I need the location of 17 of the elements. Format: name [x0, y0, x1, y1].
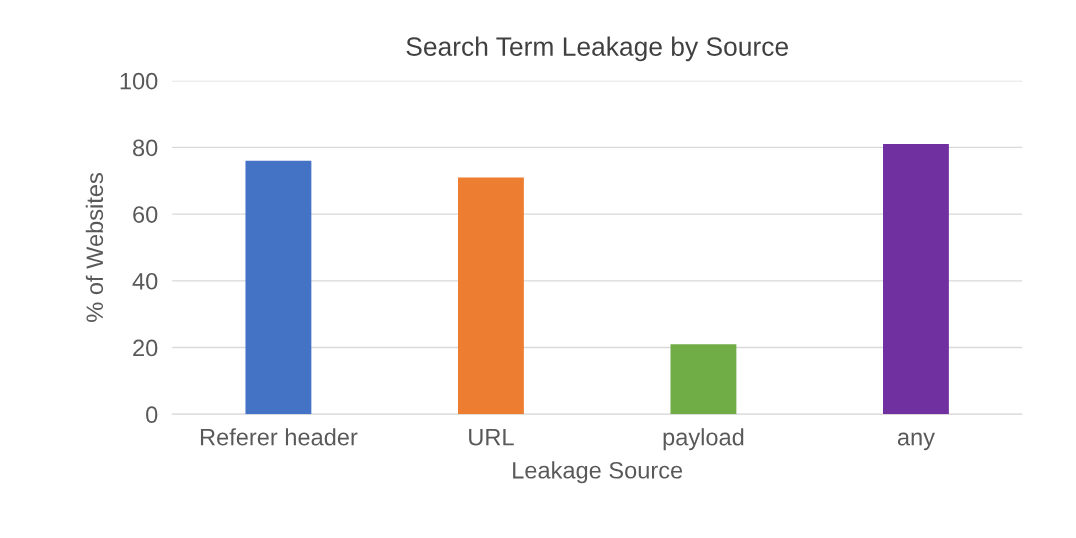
y-tick-label: 60	[133, 206, 158, 223]
y-tick-label: 40	[132, 272, 158, 290]
bar	[670, 344, 737, 415]
y-tick-label: 0	[146, 406, 158, 424]
x-tick-label: payload	[663, 428, 744, 451]
x-axis-title: Leakage Source	[513, 461, 683, 484]
y-tick-label: 20	[133, 339, 158, 357]
x-tick-label: Referer header	[200, 428, 358, 446]
bar	[245, 160, 312, 415]
chart-title: Search Term Leakage by Source	[406, 36, 788, 62]
x-tick-label: any	[897, 432, 935, 451]
y-axis-title: % of Websites	[85, 173, 104, 322]
y-tick-label: 80	[133, 139, 158, 157]
y-tick-label: 100	[120, 72, 158, 90]
bar	[457, 177, 524, 415]
x-tick-label: URL	[469, 429, 514, 446]
bar	[883, 144, 949, 415]
